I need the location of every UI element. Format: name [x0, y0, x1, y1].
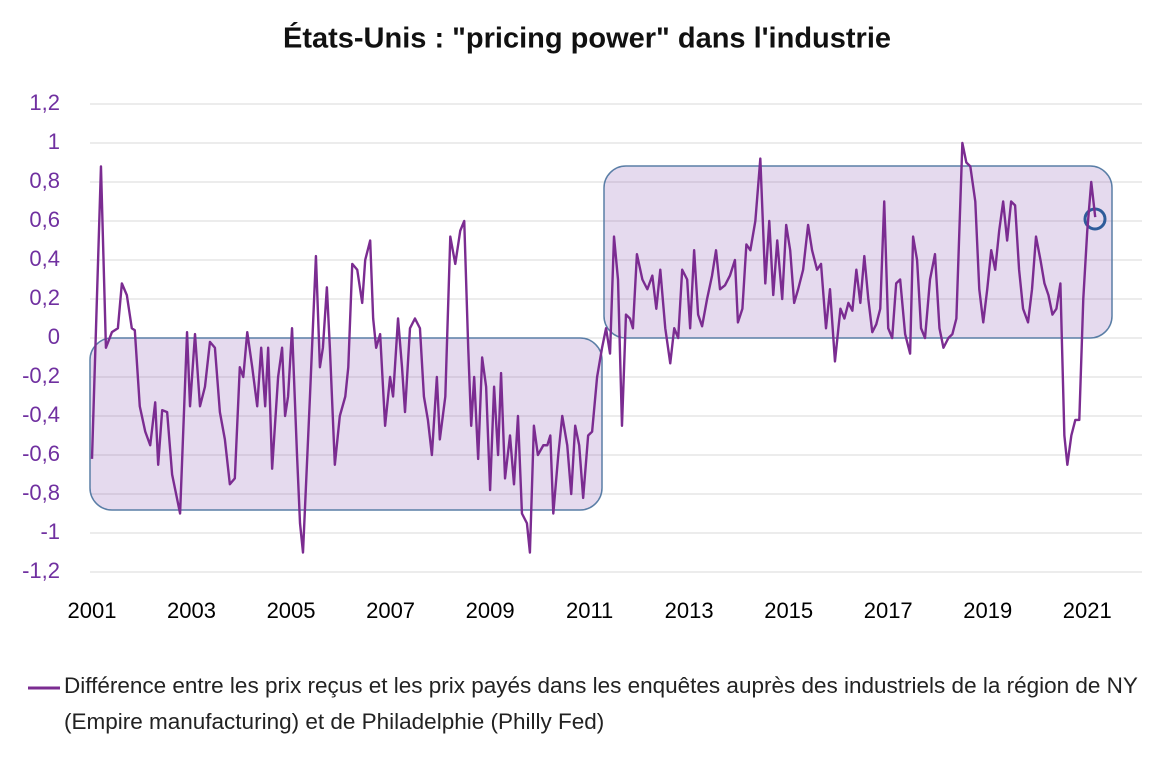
legend-label: Différence entre les prix reçus et les p… — [64, 673, 1138, 734]
x-tick-label: 2017 — [864, 598, 913, 623]
x-tick-label: 2003 — [167, 598, 216, 623]
y-tick-label: -0,4 — [22, 402, 60, 427]
x-tick-label: 2001 — [68, 598, 117, 623]
series-line — [90, 141, 1097, 554]
x-tick-label: 2013 — [665, 598, 714, 623]
x-tick-label: 2007 — [366, 598, 415, 623]
grid — [90, 103, 1142, 573]
y-tick-label: 0,2 — [29, 285, 60, 310]
x-tick-label: 2005 — [267, 598, 316, 623]
x-tick-label: 2015 — [764, 598, 813, 623]
y-tick-label: -1,2 — [22, 558, 60, 583]
x-tick-label: 2011 — [566, 598, 613, 623]
x-tick-label: 2009 — [466, 598, 515, 623]
y-tick-label: 1,2 — [29, 90, 60, 115]
chart-title: États-Unis : "pricing power" dans l'indu… — [283, 21, 891, 55]
highlight-box — [603, 165, 1113, 339]
x-tick-label: 2021 — [1063, 598, 1112, 623]
y-tick-label: -0,6 — [22, 441, 60, 466]
y-tick-label: -0,2 — [22, 363, 60, 388]
y-tick-label: 0,8 — [29, 168, 60, 193]
y-tick-label: 1 — [48, 129, 60, 154]
x-tick-label: 2019 — [963, 598, 1012, 623]
y-tick-label: 0 — [48, 324, 60, 349]
y-tick-label: 0,6 — [29, 207, 60, 232]
y-tick-label: -0,8 — [22, 480, 60, 505]
y-tick-label: -1 — [40, 519, 60, 544]
highlight-box — [89, 337, 603, 511]
y-tick-label: 0,4 — [29, 246, 60, 271]
